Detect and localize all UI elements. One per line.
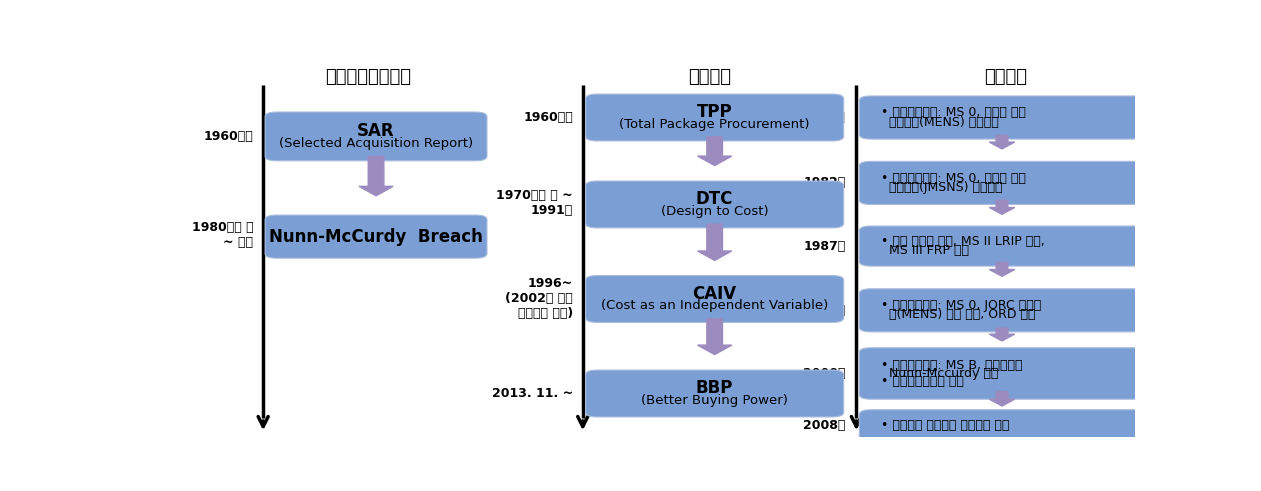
Text: (Better Buying Power): (Better Buying Power) [642,394,788,407]
Text: BBP: BBP [696,379,734,397]
Text: 1982년: 1982년 [803,176,846,190]
FancyBboxPatch shape [859,348,1145,399]
Text: Nunn-McCurdy  Breach: Nunn-McCurdy Breach [269,228,483,246]
Text: SAR: SAR [357,122,395,140]
FancyArrow shape [990,200,1015,214]
Text: 1996~
(2002년 이후
적용사업 전무): 1996~ (2002년 이후 적용사업 전무) [506,277,572,321]
Text: 목표비용관리제도: 목표비용관리제도 [325,68,411,86]
Text: MS III FRP 승인: MS III FRP 승인 [881,244,968,257]
Text: 1991년: 1991년 [803,304,846,317]
FancyBboxPatch shape [859,162,1145,204]
Text: 1960년대: 1960년대 [523,111,572,124]
Text: 소요문서(JMSNS) 승인시점: 소요문서(JMSNS) 승인시점 [881,181,1002,194]
Text: 획득제도: 획득제도 [985,68,1028,86]
Text: TPP: TPP [697,103,733,121]
Text: 1987년: 1987년 [803,240,846,252]
Text: • 경쟁 시제품 제작, MS II LRIP 승인,: • 경쟁 시제품 제작, MS II LRIP 승인, [881,235,1044,248]
Text: • 사업착수시점: MS 0, 국방부 장관: • 사업착수시점: MS 0, 국방부 장관 [881,107,1025,119]
FancyBboxPatch shape [859,96,1145,139]
Text: 1970년대: 1970년대 [796,111,846,124]
FancyBboxPatch shape [265,215,487,258]
FancyBboxPatch shape [585,370,844,417]
FancyBboxPatch shape [265,112,487,161]
Text: DTC: DTC [696,190,734,208]
FancyBboxPatch shape [585,94,844,141]
Text: 소요문서(MENS) 승인시점: 소요문서(MENS) 승인시점 [881,115,999,129]
Text: • 사업착수시점: MS 0, JORC 소요문: • 사업착수시점: MS 0, JORC 소요문 [881,300,1042,312]
FancyArrow shape [990,328,1015,341]
FancyArrow shape [697,137,731,165]
Text: • 사업착수시점: MS B, 이시점부터: • 사업착수시점: MS B, 이시점부터 [881,358,1023,372]
Text: 2000년: 2000년 [803,367,846,380]
FancyArrow shape [990,136,1015,149]
Text: (Selected Acquisition Report): (Selected Acquisition Report) [279,136,473,150]
FancyArrow shape [697,224,731,260]
Text: 서(MENS) 승인 시점, ORD 요구: 서(MENS) 승인 시점, ORD 요구 [881,308,1035,322]
Text: 2008년: 2008년 [803,419,846,432]
Text: (Design to Cost): (Design to Cost) [661,205,768,218]
Text: 1970년대 초 ~
1991년: 1970년대 초 ~ 1991년 [497,189,572,217]
FancyArrow shape [359,157,393,196]
Text: 2013. 11. ~: 2013. 11. ~ [492,387,572,400]
Text: Nunn-Mccurdy 적용: Nunn-Mccurdy 적용 [881,367,999,380]
Text: 1960년대: 1960년대 [203,130,253,143]
Text: • 진화적획득전략 추진: • 진화적획득전략 추진 [881,375,963,388]
FancyArrow shape [990,262,1015,276]
Text: • 탐색개발 단계에서 경쟁시제 제작: • 탐색개발 단계에서 경쟁시제 제작 [881,419,1009,432]
Text: 1980년대 초
~ 현재: 1980년대 초 ~ 현재 [192,221,253,249]
Text: (Cost as an Independent Variable): (Cost as an Independent Variable) [601,300,828,312]
Text: 획득정책: 획득정책 [689,68,731,86]
FancyBboxPatch shape [859,289,1145,332]
Text: (Total Package Procurement): (Total Package Procurement) [619,118,810,131]
FancyArrow shape [990,392,1015,406]
FancyBboxPatch shape [585,275,844,323]
FancyBboxPatch shape [859,410,1145,441]
Text: • 사업착수시점: MS 0, 국방부 장관: • 사업착수시점: MS 0, 국방부 장관 [881,172,1025,185]
FancyArrow shape [697,319,731,355]
FancyBboxPatch shape [859,226,1145,266]
FancyBboxPatch shape [585,181,844,228]
Text: CAIV: CAIV [692,285,736,302]
